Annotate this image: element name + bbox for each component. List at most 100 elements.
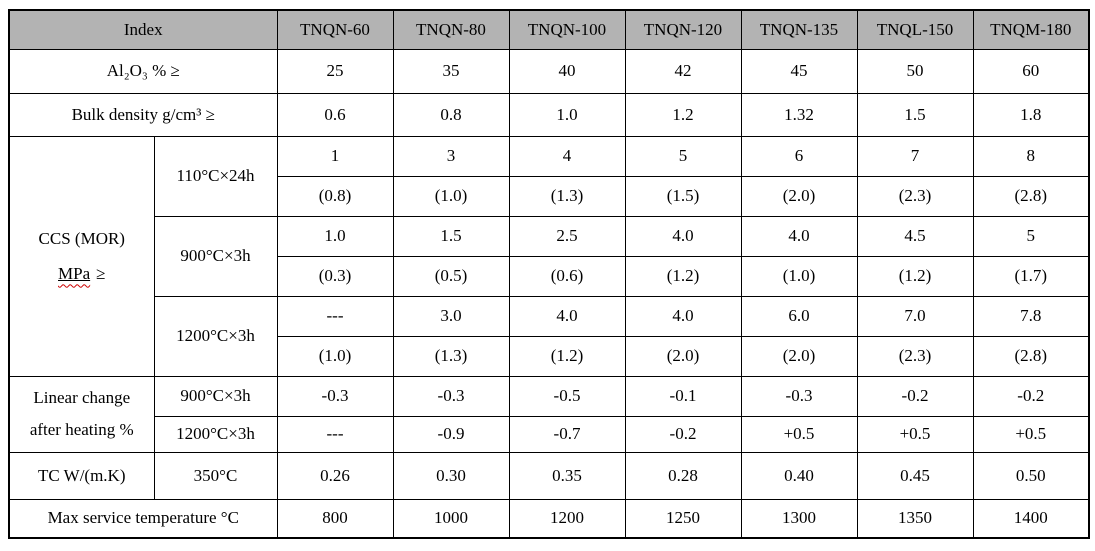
data-cell: 4.0: [740, 215, 858, 257]
data-cell: 1000: [392, 498, 510, 539]
data-cell: +0.5: [740, 415, 858, 453]
data-cell: 0.30: [392, 451, 510, 500]
data-cell: 0.26: [276, 451, 394, 500]
gte-symbol: ≥: [96, 263, 106, 283]
data-cell: -0.3: [392, 375, 510, 417]
condition-cell: 900°C×3h: [153, 215, 278, 297]
data-cell: (1.0): [276, 335, 394, 377]
data-cell: 1400: [972, 498, 1090, 539]
data-cell: -0.2: [972, 375, 1090, 417]
row-tc: TC W/(m.K) 350°C 0.26 0.30 0.35 0.28 0.4…: [8, 451, 1090, 500]
data-cell: 0.28: [624, 451, 742, 500]
data-cell: (2.0): [624, 335, 742, 377]
data-cell: (2.8): [972, 175, 1090, 217]
row-ccs-1200-mor: (1.0) (1.3) (1.2) (2.0) (2.0) (2.3) (2.8…: [9, 335, 1090, 377]
data-cell: 4.0: [624, 215, 742, 257]
data-cell: (1.2): [624, 255, 742, 297]
data-cell: 45: [740, 48, 858, 94]
data-cell: 7: [856, 135, 974, 177]
data-cell: -0.7: [508, 415, 626, 453]
data-cell: 1.0: [508, 92, 626, 137]
linear-label-line1: Linear change: [33, 388, 131, 407]
data-cell: (1.3): [508, 175, 626, 217]
data-cell: (0.3): [276, 255, 394, 297]
data-cell: 1.8: [972, 92, 1090, 137]
data-cell: ---: [276, 295, 394, 337]
product-header-cell: TNQN-135: [740, 9, 858, 50]
data-cell: 0.40: [740, 451, 858, 500]
data-cell: -0.2: [624, 415, 742, 453]
row-ccs-1200-value: 1200°C×3h --- 3.0 4.0 4.0 6.0 7.0 7.8: [9, 295, 1090, 377]
data-cell: 3: [392, 135, 510, 177]
data-cell: 6: [740, 135, 858, 177]
data-cell: 0.6: [276, 92, 394, 137]
data-cell: 60: [972, 48, 1090, 94]
condition-cell: 110°C×24h: [153, 135, 278, 217]
product-header-cell: TNQN-60: [276, 9, 394, 50]
data-cell: 3.0: [392, 295, 510, 337]
data-cell: (0.8): [276, 175, 394, 217]
data-cell: (2.8): [972, 335, 1090, 377]
data-cell: +0.5: [856, 415, 974, 453]
data-cell: -0.3: [740, 375, 858, 417]
data-cell: -0.1: [624, 375, 742, 417]
data-cell: 2.5: [508, 215, 626, 257]
data-cell: 4.0: [508, 295, 626, 337]
condition-cell: 1200°C×3h: [153, 415, 278, 453]
product-header-cell: TNQN-100: [508, 9, 626, 50]
linear-label-cell: Linear change after heating %: [8, 375, 155, 453]
row-linear-1200: 1200°C×3h --- -0.9 -0.7 -0.2 +0.5 +0.5 +…: [9, 415, 1090, 453]
data-cell: 7.0: [856, 295, 974, 337]
data-cell: 4: [508, 135, 626, 177]
data-cell: +0.5: [972, 415, 1090, 453]
data-cell: 1300: [740, 498, 858, 539]
data-cell: 1: [276, 135, 394, 177]
mpa-word: MPa: [58, 263, 91, 283]
data-cell: -0.9: [392, 415, 510, 453]
data-cell: 1350: [856, 498, 974, 539]
ccs-label-line1: CCS (MOR): [38, 228, 125, 248]
data-cell: -0.5: [508, 375, 626, 417]
data-cell: ---: [276, 415, 394, 453]
data-cell: 50: [856, 48, 974, 94]
data-cell: 1.2: [624, 92, 742, 137]
product-header-cell: TNQN-80: [392, 9, 510, 50]
header-row: Index TNQN-60 TNQN-80 TNQN-100 TNQN-120 …: [8, 9, 1090, 50]
linear-label-line2: after heating %: [29, 420, 134, 439]
condition-cell: 1200°C×3h: [153, 295, 278, 377]
row-ccs-110-value: CCS (MOR) MPa ≥ 110°C×24h 1 3 4 5 6 7 8: [8, 135, 1090, 377]
data-cell: 4.0: [624, 295, 742, 337]
condition-cell: 900°C×3h: [153, 375, 278, 417]
data-cell: 42: [624, 48, 742, 94]
row-label-cell: Bulk density g/cm³ ≥: [8, 92, 278, 137]
data-cell: 800: [276, 498, 394, 539]
index-header-cell: Index: [8, 9, 278, 50]
data-cell: 1.32: [740, 92, 858, 137]
data-cell: (0.5): [392, 255, 510, 297]
data-cell: 1.5: [392, 215, 510, 257]
data-cell: 1250: [624, 498, 742, 539]
row-max-service: Max service temperature °C 800 1000 1200…: [8, 498, 1090, 539]
data-cell: 35: [392, 48, 510, 94]
data-cell: (1.0): [740, 255, 858, 297]
data-cell: 5: [972, 215, 1090, 257]
row-linear-900: Linear change after heating % 900°C×3h -…: [8, 375, 1090, 453]
row-ccs-110-mor: (0.8) (1.0) (1.3) (1.5) (2.0) (2.3) (2.8…: [9, 175, 1090, 217]
row-ccs-900-value: 900°C×3h 1.0 1.5 2.5 4.0 4.0 4.5 5: [9, 215, 1090, 297]
max-service-label-cell: Max service temperature °C: [8, 498, 278, 539]
data-cell: 5: [624, 135, 742, 177]
ccs-label-cell: CCS (MOR) MPa ≥: [8, 135, 155, 377]
product-header-cell: TNQL-150: [856, 9, 974, 50]
row-label-cell: Al₂O₃ % ≥: [8, 48, 278, 94]
data-cell: -0.2: [856, 375, 974, 417]
data-cell: 1.5: [856, 92, 974, 137]
data-cell: (0.6): [508, 255, 626, 297]
data-cell: (1.3): [392, 335, 510, 377]
row-al2o3: Al₂O₃ % ≥ 25 35 40 42 45 50 60: [8, 48, 1090, 94]
data-cell: 8: [972, 135, 1090, 177]
data-cell: 40: [508, 48, 626, 94]
row-bulk-density: Bulk density g/cm³ ≥ 0.6 0.8 1.0 1.2 1.3…: [8, 92, 1090, 137]
page: Index TNQN-60 TNQN-80 TNQN-100 TNQN-120 …: [8, 9, 1090, 539]
row-ccs-900-mor: (0.3) (0.5) (0.6) (1.2) (1.0) (1.2) (1.7…: [9, 255, 1090, 297]
data-cell: (1.2): [856, 255, 974, 297]
